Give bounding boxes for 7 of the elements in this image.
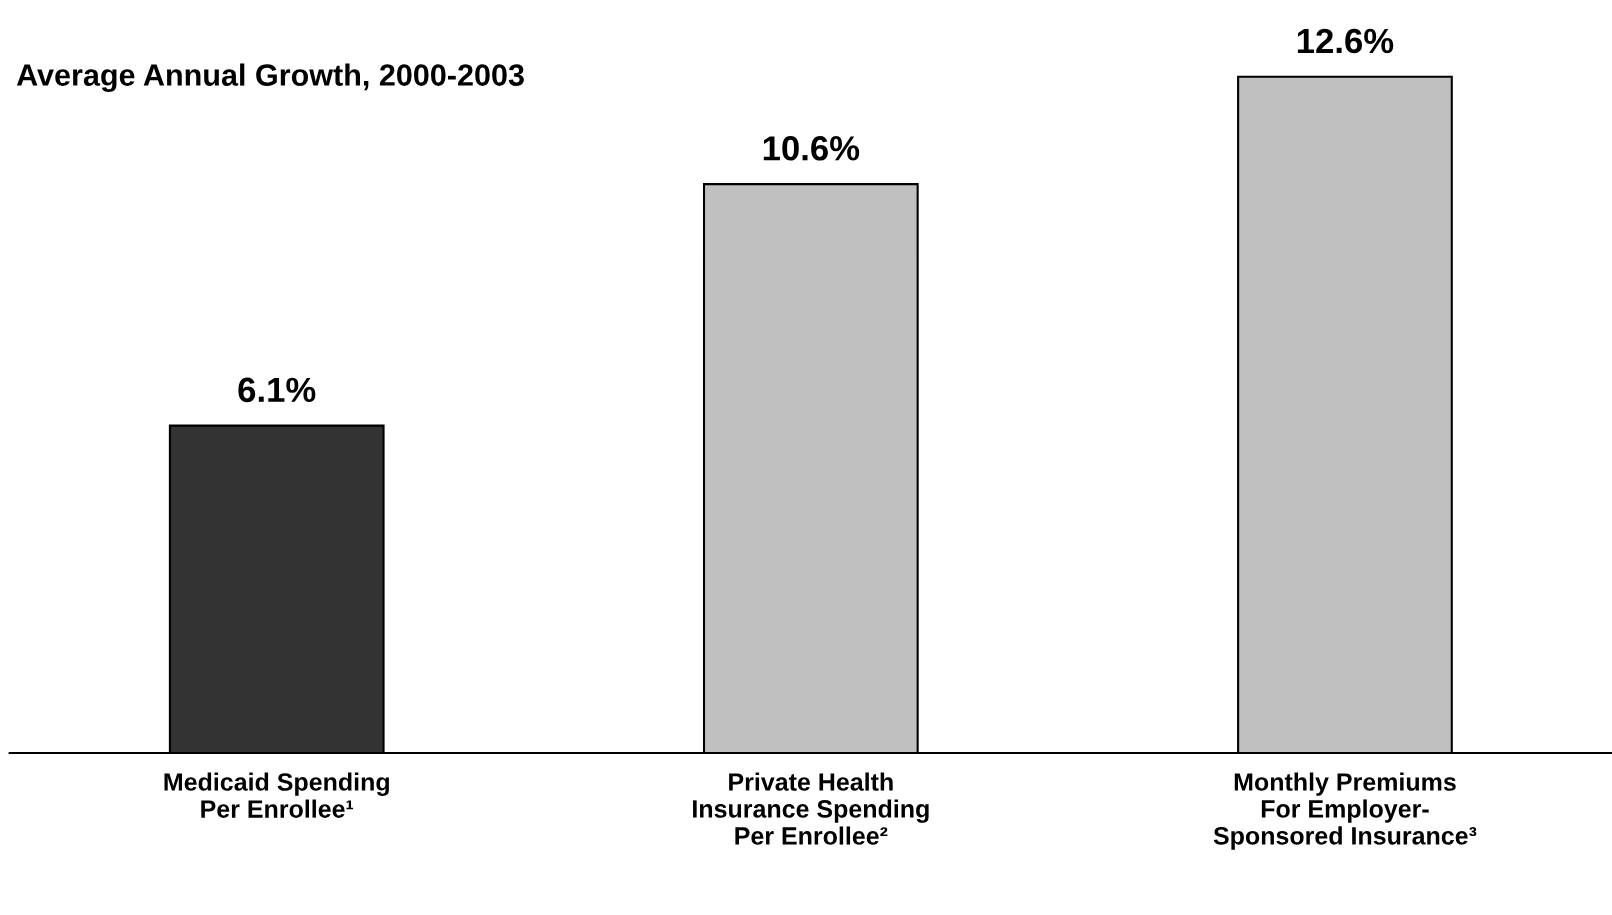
x-tick-label: Private Health Insurance Spending Per Enrollee² xyxy=(693,772,929,845)
x-tick-label: Monthly Premiums For Employer- Sponsored Insurance³ xyxy=(1213,772,1477,850)
x-tick-label: Medicaid Spending Per Enrollee¹ xyxy=(164,772,389,818)
chart-title: Average Annual Growth, 2000-2003 xyxy=(16,63,524,93)
data-label: 12.6% xyxy=(1297,28,1394,54)
data-label: 10.6% xyxy=(763,136,860,161)
data-label: 6.1% xyxy=(238,377,316,403)
